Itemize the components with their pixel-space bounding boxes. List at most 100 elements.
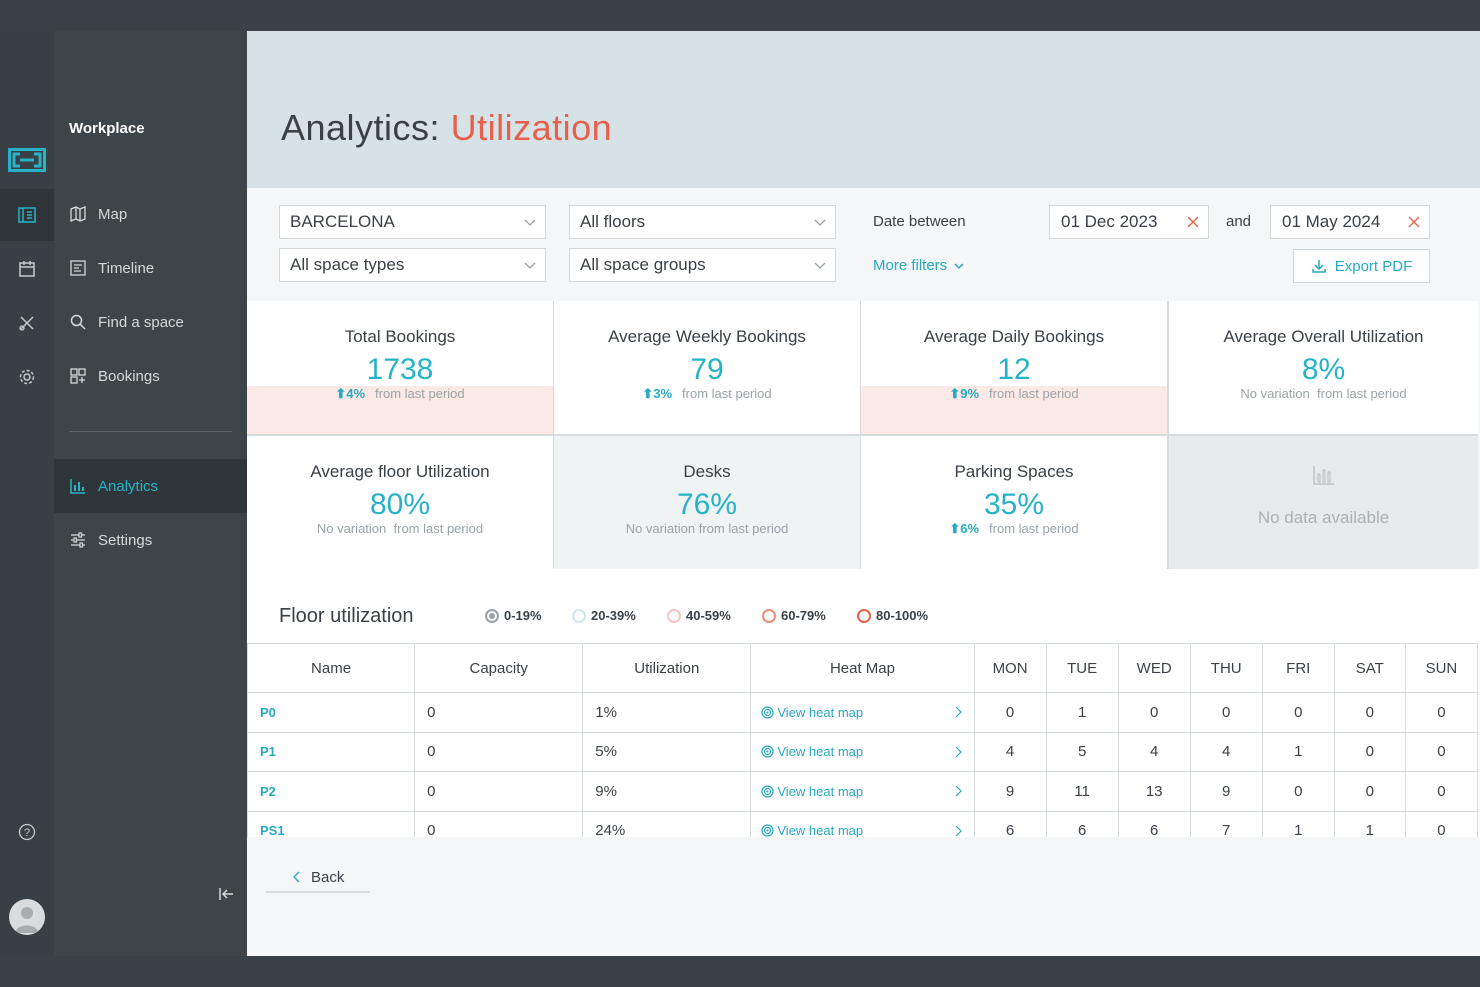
stat-change-value: 9% <box>960 386 980 401</box>
floor-name-link[interactable]: P1 <box>247 731 416 772</box>
day-count-cell: 5 <box>1045 731 1119 772</box>
legend-item: 20-39% <box>572 608 636 623</box>
day-count-cell: 9 <box>1189 771 1263 812</box>
floor-name-link[interactable]: PS1 <box>247 810 416 837</box>
floor-table-scroll[interactable]: Name Capacity Utilization Heat Map MON T… <box>247 643 1480 837</box>
date-to-field[interactable]: 01 May 2024 <box>1270 205 1430 239</box>
map-icon <box>69 205 87 223</box>
help-icon[interactable]: ? <box>0 806 54 858</box>
column-header[interactable]: Utilization <box>582 643 752 693</box>
space-types-select[interactable]: All space types <box>279 248 546 282</box>
floors-select[interactable]: All floors <box>569 205 836 239</box>
location-select-value: BARCELONA <box>290 212 395 231</box>
capacity-cell: 0 <box>414 771 584 812</box>
stat-value: 8% <box>1301 353 1346 386</box>
chevron-right-icon <box>955 746 962 757</box>
day-count-cell: 0 <box>1404 810 1479 837</box>
rail-calendar-icon[interactable] <box>0 243 54 295</box>
heat-map-cell[interactable]: View heat map <box>750 771 975 812</box>
more-filters-button[interactable]: More filters <box>873 257 965 274</box>
legend-item: 60-79% <box>762 608 826 623</box>
nav-item-bookings[interactable]: Bookings <box>54 349 247 403</box>
back-button[interactable]: Back <box>266 863 370 893</box>
legend-swatch <box>762 608 776 623</box>
chevron-down-icon <box>814 262 826 269</box>
stat-change: No variation from last period <box>247 521 553 536</box>
download-icon <box>1311 260 1326 273</box>
rail-settings-gear-icon[interactable] <box>0 351 54 403</box>
view-heat-map-link[interactable]: View heat map <box>777 783 864 799</box>
page-header: Analytics: Utilization <box>247 31 1480 188</box>
up-arrow-icon: ⬆4% <box>335 386 366 401</box>
stat-change-suffix: from last period <box>698 521 789 536</box>
rail-tools-icon[interactable] <box>0 297 54 349</box>
rail-dashboard-icon[interactable] <box>0 189 54 241</box>
day-count-cell: 0 <box>1404 731 1479 772</box>
legend-item: 40-59% <box>667 608 731 623</box>
date-to-value: 01 May 2024 <box>1282 212 1381 231</box>
workplace-logo <box>8 148 46 172</box>
view-heat-map-link[interactable]: View heat map <box>777 744 864 760</box>
floor-name-link[interactable]: P0 <box>247 692 416 733</box>
stat-change: No variation from last period <box>554 521 860 536</box>
stat-change-suffix: from last period <box>989 386 1079 401</box>
export-pdf-button[interactable]: Export PDF <box>1293 249 1430 283</box>
up-arrow-icon: ⬆6% <box>949 521 980 536</box>
nav-item-map[interactable]: Map <box>54 187 247 241</box>
column-header[interactable]: MON <box>973 643 1047 693</box>
legend-item: 80-100% <box>857 608 928 623</box>
nav-item-label: Bookings <box>98 367 160 385</box>
nav-item-find-a-space[interactable]: Find a space <box>54 295 247 349</box>
space-groups-select-value: All space groups <box>580 255 706 274</box>
heat-map-cell[interactable]: View heat map <box>750 810 975 837</box>
page-title-accent: Utilization <box>450 107 613 148</box>
chevron-right-icon <box>955 785 962 797</box>
column-header[interactable]: THU <box>1189 643 1263 693</box>
location-select[interactable]: BARCELONA <box>279 205 546 239</box>
back-label: Back <box>311 868 345 886</box>
column-header[interactable]: SAT <box>1333 643 1406 693</box>
floor-name-link[interactable]: P2 <box>247 771 416 812</box>
nav-item-timeline[interactable]: Timeline <box>54 241 247 295</box>
table-body: P0 0 1% View heat map 0 1 0 0 0 0 0 P1 0 5% View he… <box>247 692 1479 837</box>
column-header[interactable]: Name <box>247 643 416 693</box>
collapse-sidebar-icon[interactable] <box>217 885 235 908</box>
user-avatar[interactable] <box>9 899 45 935</box>
date-from-field[interactable]: 01 Dec 2023 <box>1049 205 1209 239</box>
nav-item-analytics[interactable]: Analytics <box>54 459 247 513</box>
stat-change-suffix: from last period <box>989 521 1079 536</box>
floor-utilization-section: Floor utilization 0-19% 20-39% 40-59% 60… <box>247 569 1480 837</box>
chevron-down-icon <box>524 262 536 269</box>
stat-title: Total Bookings <box>344 327 456 346</box>
column-header[interactable]: WED <box>1117 643 1191 693</box>
heat-map-cell[interactable]: View heat map <box>750 731 975 772</box>
heat-map-cell[interactable]: View heat map <box>750 692 975 733</box>
day-count-cell: 9 <box>973 771 1047 812</box>
stat-title: Parking Spaces <box>954 462 1074 481</box>
column-header[interactable]: SUN <box>1404 643 1479 693</box>
nav-item-settings[interactable]: Settings <box>54 513 247 567</box>
stat-value: 76% <box>676 488 738 521</box>
clear-date-to-icon[interactable] <box>1407 215 1421 229</box>
view-heat-map-link[interactable]: View heat map <box>777 823 864 837</box>
legend-swatch <box>857 608 871 623</box>
stat-card-average-overall-utilization: Average Overall Utilization 8% No variat… <box>1169 301 1478 434</box>
floors-select-value: All floors <box>580 212 646 231</box>
table-header-row: Name Capacity Utilization Heat Map MON T… <box>247 643 1479 693</box>
column-header[interactable]: FRI <box>1261 643 1335 693</box>
clear-date-from-icon[interactable] <box>1186 215 1200 229</box>
space-groups-select[interactable]: All space groups <box>569 248 836 282</box>
stat-card-average-floor-utilization: Average floor Utilization 80% No variati… <box>247 436 553 569</box>
day-count-cell: 6 <box>1045 810 1119 837</box>
stat-card-desks: Desks 76% No variation from last period <box>554 436 860 569</box>
day-count-cell: 4 <box>1189 731 1263 772</box>
utilization-cell: 5% <box>582 731 752 772</box>
nav-divider <box>69 431 232 432</box>
view-heat-map-link[interactable]: View heat map <box>777 704 864 720</box>
column-header[interactable]: Capacity <box>414 643 584 693</box>
column-header[interactable]: TUE <box>1045 643 1119 693</box>
icon-rail: ? <box>0 31 54 956</box>
stat-value: 80% <box>369 488 431 521</box>
day-count-cell: 0 <box>1333 771 1406 812</box>
